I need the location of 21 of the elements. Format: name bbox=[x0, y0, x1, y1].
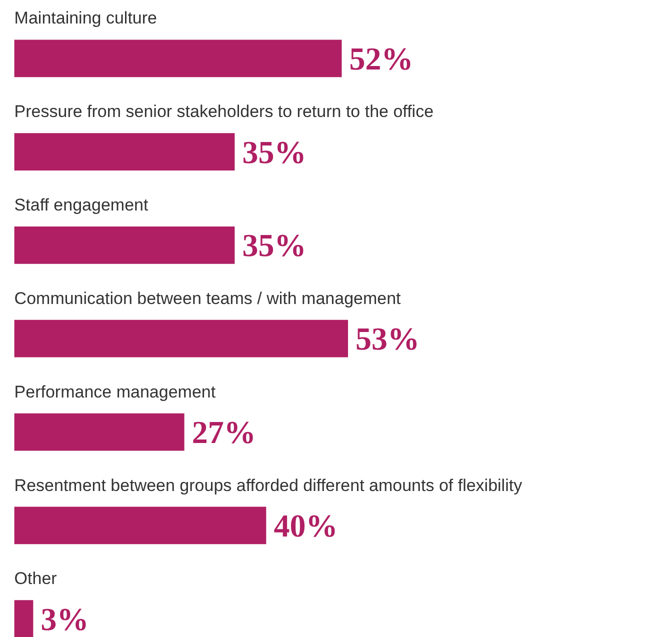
y-tick-label: Pressure from senior stakeholders to return to the office bbox=[14, 102, 434, 122]
data-label: 40% bbox=[274, 507, 338, 544]
y-tick-label: Communication between teams / with management bbox=[14, 288, 402, 308]
data-label: 27% bbox=[192, 414, 256, 450]
bar bbox=[14, 506, 266, 544]
data-label: 52% bbox=[349, 40, 414, 76]
bar bbox=[14, 40, 342, 78]
data-label: 35% bbox=[242, 134, 306, 170]
y-tick-label: Maintaining culture bbox=[14, 8, 158, 28]
y-tick-label: Performance management bbox=[14, 382, 216, 402]
y-tick-label: Staff engagement bbox=[14, 196, 148, 215]
data-label: 53% bbox=[356, 320, 420, 357]
bar bbox=[14, 133, 235, 170]
data-label: 35% bbox=[242, 227, 306, 264]
bar bbox=[14, 600, 34, 637]
bar bbox=[14, 413, 184, 451]
data-label: 3% bbox=[40, 600, 89, 637]
y-tick-label: Resentment between groups afforded different amounts of flexibility bbox=[14, 476, 523, 495]
bar bbox=[14, 320, 348, 358]
y-tick-label: Other bbox=[14, 569, 58, 588]
bar bbox=[14, 226, 235, 264]
